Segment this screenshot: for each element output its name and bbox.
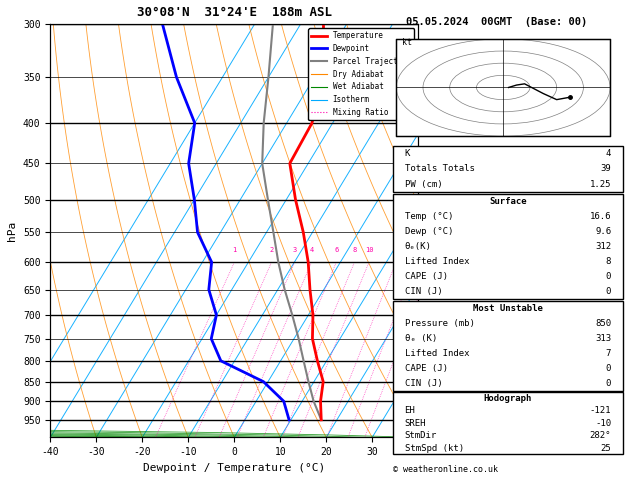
FancyBboxPatch shape — [393, 392, 623, 454]
Y-axis label: km
ASL: km ASL — [453, 231, 470, 252]
FancyBboxPatch shape — [393, 301, 623, 391]
Text: LCL: LCL — [426, 404, 440, 413]
Text: Totals Totals: Totals Totals — [404, 164, 474, 174]
Text: kt: kt — [401, 38, 411, 47]
FancyBboxPatch shape — [393, 194, 623, 299]
Legend: Temperature, Dewpoint, Parcel Trajectory, Dry Adiabat, Wet Adiabat, Isotherm, Mi: Temperature, Dewpoint, Parcel Trajectory… — [308, 28, 415, 120]
Text: 0: 0 — [606, 272, 611, 281]
Text: Hodograph: Hodograph — [484, 394, 532, 403]
Text: -10: -10 — [595, 419, 611, 428]
Text: θₑ(K): θₑ(K) — [404, 242, 431, 251]
Text: 7: 7 — [606, 349, 611, 358]
Text: 8: 8 — [352, 247, 357, 254]
Text: 0: 0 — [606, 364, 611, 373]
Text: Lifted Index: Lifted Index — [404, 349, 469, 358]
X-axis label: Dewpoint / Temperature (°C): Dewpoint / Temperature (°C) — [143, 463, 325, 473]
Text: Pressure (mb): Pressure (mb) — [404, 319, 474, 329]
Text: 0: 0 — [606, 379, 611, 388]
Y-axis label: hPa: hPa — [8, 221, 18, 241]
Text: StmSpd (kt): StmSpd (kt) — [404, 444, 464, 452]
Text: Most Unstable: Most Unstable — [473, 304, 543, 313]
Text: 4: 4 — [309, 247, 314, 254]
FancyBboxPatch shape — [393, 146, 623, 192]
Text: Temp (°C): Temp (°C) — [404, 212, 453, 221]
Text: 20: 20 — [412, 247, 420, 254]
Text: 25: 25 — [601, 444, 611, 452]
Text: CIN (J): CIN (J) — [404, 379, 442, 388]
Text: 1: 1 — [232, 247, 237, 254]
Text: 850: 850 — [595, 319, 611, 329]
Text: 8: 8 — [606, 257, 611, 266]
Text: EH: EH — [404, 406, 415, 416]
Text: Lifted Index: Lifted Index — [404, 257, 469, 266]
Text: 4: 4 — [606, 149, 611, 158]
Text: Dewp (°C): Dewp (°C) — [404, 227, 453, 236]
Text: 16.6: 16.6 — [590, 212, 611, 221]
Text: 15: 15 — [392, 247, 401, 254]
Text: CIN (J): CIN (J) — [404, 287, 442, 296]
Text: 2: 2 — [269, 247, 274, 254]
Text: Surface: Surface — [489, 197, 526, 207]
Text: SREH: SREH — [404, 419, 426, 428]
Text: 6: 6 — [334, 247, 338, 254]
Text: 10: 10 — [365, 247, 373, 254]
Text: 313: 313 — [595, 334, 611, 343]
Text: 1.25: 1.25 — [590, 180, 611, 189]
Text: θₑ (K): θₑ (K) — [404, 334, 437, 343]
Text: CAPE (J): CAPE (J) — [404, 272, 448, 281]
Title: 30°08'N  31°24'E  188m ASL: 30°08'N 31°24'E 188m ASL — [136, 6, 331, 19]
Text: 05.05.2024  00GMT  (Base: 00): 05.05.2024 00GMT (Base: 00) — [406, 17, 587, 27]
Text: K: K — [404, 149, 410, 158]
Text: -121: -121 — [590, 406, 611, 416]
Text: 0: 0 — [606, 287, 611, 296]
Text: 282°: 282° — [590, 431, 611, 440]
Text: © weatheronline.co.uk: © weatheronline.co.uk — [393, 465, 498, 474]
Text: 9.6: 9.6 — [595, 227, 611, 236]
Text: 3: 3 — [292, 247, 297, 254]
Text: CAPE (J): CAPE (J) — [404, 364, 448, 373]
Text: 39: 39 — [601, 164, 611, 174]
Text: 312: 312 — [595, 242, 611, 251]
Text: StmDir: StmDir — [404, 431, 437, 440]
Text: PW (cm): PW (cm) — [404, 180, 442, 189]
